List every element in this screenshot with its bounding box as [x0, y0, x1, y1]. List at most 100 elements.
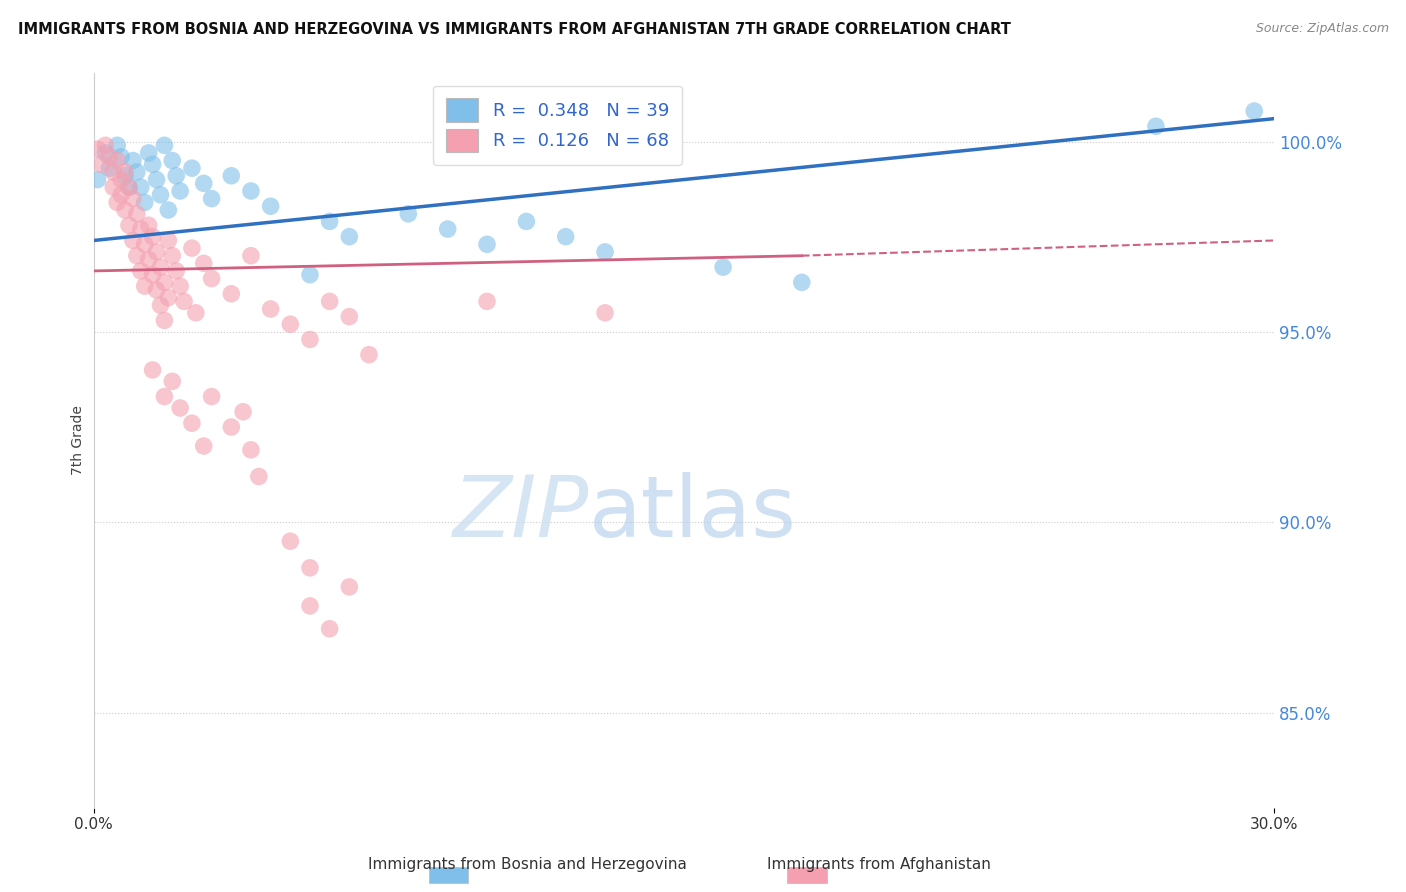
Point: [142, 268, 165, 282]
Point: [129, 180, 152, 194]
Text: Immigrants from Afghanistan: Immigrants from Afghanistan: [766, 857, 991, 872]
Point: [239, 184, 262, 198]
Text: ZIP: ZIP: [453, 472, 589, 556]
Legend: R =  0.348   N = 39, R =  0.126   N = 68: R = 0.348 N = 39, R = 0.126 N = 68: [433, 86, 682, 165]
Text: atlas: atlas: [589, 472, 797, 556]
Point: [337, 229, 360, 244]
Point: [129, 222, 152, 236]
Point: [90, 157, 112, 171]
Point: [169, 184, 191, 198]
Point: [173, 294, 195, 309]
Point: [134, 237, 156, 252]
Point: [86, 142, 108, 156]
Point: [125, 207, 148, 221]
Point: [114, 169, 136, 183]
Point: [298, 561, 321, 575]
Point: [122, 153, 145, 168]
Point: [790, 276, 813, 290]
Point: [239, 442, 262, 457]
Point: [138, 219, 160, 233]
Point: [134, 279, 156, 293]
Point: [259, 301, 281, 316]
Point: [134, 195, 156, 210]
Point: [337, 310, 360, 324]
Point: [118, 180, 141, 194]
Point: [475, 294, 498, 309]
Point: [162, 153, 184, 168]
Point: [184, 306, 207, 320]
Point: [145, 244, 167, 259]
Point: [153, 138, 176, 153]
Point: [142, 157, 165, 171]
Point: [318, 214, 340, 228]
Point: [114, 165, 136, 179]
Point: [105, 195, 128, 210]
Point: [337, 580, 360, 594]
Point: [298, 333, 321, 347]
Point: [149, 260, 172, 274]
Point: [193, 439, 215, 453]
Point: [193, 256, 215, 270]
Point: [554, 229, 576, 244]
Point: [122, 234, 145, 248]
Point: [165, 169, 187, 183]
Point: [515, 214, 537, 228]
Point: [396, 207, 419, 221]
Point: [298, 268, 321, 282]
Point: [118, 180, 141, 194]
Point: [711, 260, 734, 274]
Point: [165, 264, 187, 278]
Text: Immigrants from Bosnia and Herzegovina: Immigrants from Bosnia and Herzegovina: [368, 857, 686, 872]
Point: [86, 172, 108, 186]
Point: [157, 291, 180, 305]
Point: [153, 276, 176, 290]
Point: [475, 237, 498, 252]
Point: [201, 390, 224, 404]
Text: Source: ZipAtlas.com: Source: ZipAtlas.com: [1256, 22, 1389, 36]
Point: [118, 219, 141, 233]
Point: [149, 298, 172, 312]
Point: [142, 363, 165, 377]
Point: [149, 187, 172, 202]
Point: [162, 374, 184, 388]
Point: [94, 138, 117, 153]
Point: [125, 165, 148, 179]
Point: [1144, 120, 1167, 134]
Point: [181, 416, 204, 430]
Point: [239, 249, 262, 263]
Point: [162, 249, 184, 263]
Point: [157, 202, 180, 217]
Y-axis label: 7th Grade: 7th Grade: [72, 405, 86, 475]
Point: [110, 187, 132, 202]
Point: [318, 294, 340, 309]
Point: [232, 405, 254, 419]
Point: [219, 420, 242, 434]
Point: [278, 534, 301, 549]
Point: [357, 348, 380, 362]
Point: [138, 145, 160, 160]
Point: [169, 279, 191, 293]
Point: [219, 169, 242, 183]
Point: [145, 283, 167, 297]
Point: [122, 192, 145, 206]
Point: [436, 222, 458, 236]
Text: IMMIGRANTS FROM BOSNIA AND HERZEGOVINA VS IMMIGRANTS FROM AFGHANISTAN 7TH GRADE : IMMIGRANTS FROM BOSNIA AND HERZEGOVINA V…: [18, 22, 1011, 37]
Point: [94, 145, 117, 160]
Point: [138, 252, 160, 267]
Point: [145, 172, 167, 186]
Point: [142, 229, 165, 244]
Point: [114, 202, 136, 217]
Point: [259, 199, 281, 213]
Point: [219, 286, 242, 301]
Point: [103, 165, 125, 179]
Point: [318, 622, 340, 636]
Point: [201, 271, 224, 285]
Point: [153, 390, 176, 404]
Point: [105, 153, 128, 168]
Point: [103, 180, 125, 194]
Point: [181, 241, 204, 255]
Point: [98, 150, 121, 164]
Point: [153, 313, 176, 327]
Point: [105, 138, 128, 153]
Point: [193, 177, 215, 191]
